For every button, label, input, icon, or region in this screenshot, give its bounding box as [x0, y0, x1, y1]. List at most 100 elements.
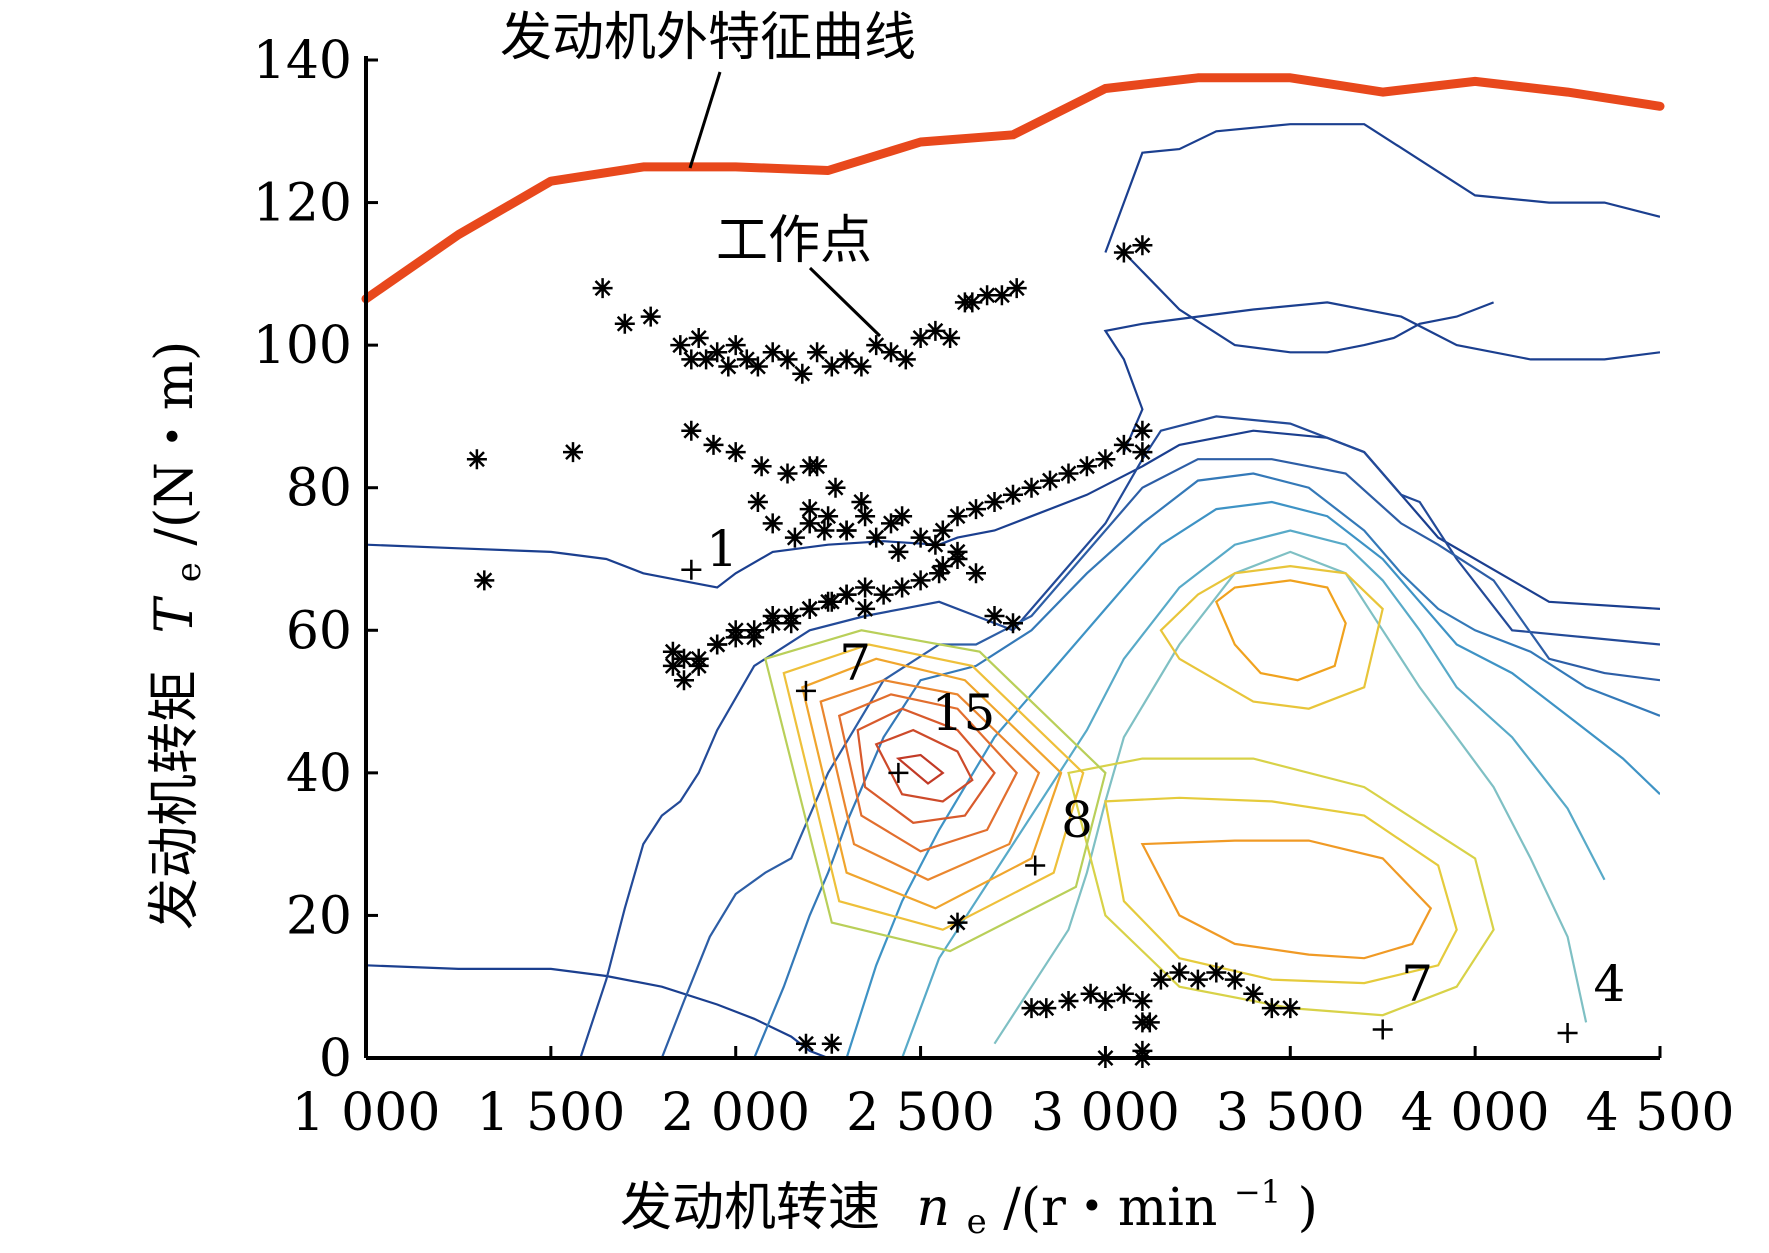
working-point-star [966, 499, 986, 520]
working-point [836, 520, 857, 541]
working-point [1058, 463, 1079, 484]
working-point-star [910, 527, 931, 548]
working-point-star [1080, 983, 1101, 1004]
working-point [1058, 991, 1079, 1011]
working-point [707, 634, 728, 655]
working-point [947, 541, 968, 562]
working-point [821, 1033, 842, 1054]
working-point [991, 285, 1012, 306]
working-point [736, 349, 757, 370]
working-point [670, 335, 691, 356]
working-point-star [910, 570, 931, 591]
working-point [681, 349, 702, 370]
contour-label-marker [795, 680, 816, 701]
working-point-star [895, 349, 916, 370]
working-point [592, 278, 613, 299]
working-point-star [855, 506, 876, 527]
working-point [1169, 962, 1190, 983]
working-point [688, 655, 709, 676]
working-point [696, 349, 717, 370]
working-point-star [855, 577, 876, 598]
working-point [888, 541, 909, 562]
working-point [1224, 969, 1245, 990]
working-point [1076, 456, 1097, 477]
working-point [688, 328, 709, 348]
contour-label-marker [1025, 855, 1046, 876]
working-point [966, 563, 986, 584]
working-point-star [807, 456, 828, 477]
working-point-star [799, 499, 820, 520]
working-point [1206, 962, 1227, 983]
working-point [781, 613, 802, 634]
working-point-star [1243, 983, 1264, 1004]
working-point-star [818, 506, 839, 527]
contour-line-6 [660, 458, 1660, 1058]
working-point-star [707, 634, 728, 655]
working-point [747, 356, 768, 377]
working-point-star [966, 563, 986, 584]
contour-line-10 [993, 550, 1588, 1045]
working-point-star [696, 349, 717, 370]
working-point-star [744, 627, 765, 648]
working-point [1095, 991, 1116, 1011]
working-point [747, 492, 768, 512]
working-point-star [910, 328, 931, 348]
y-tick-label: 60 [286, 601, 352, 661]
working-point [614, 313, 635, 334]
working-point [799, 513, 820, 534]
external-characteristic-curve [361, 73, 1665, 304]
working-point [1132, 442, 1153, 463]
working-point-star [1261, 998, 1282, 1019]
working-point [1095, 449, 1116, 470]
working-point-star [1021, 477, 1042, 498]
working-point-star [762, 606, 783, 626]
working-point [1113, 983, 1134, 1004]
x-tick-label: 2 500 [846, 1083, 995, 1143]
working-point [725, 620, 746, 641]
working-point [895, 349, 916, 370]
working-point-star [670, 335, 691, 356]
working-point-star [1040, 470, 1060, 491]
working-point-star [688, 655, 709, 676]
contour-island-1 [1159, 564, 1384, 710]
working-point [1080, 983, 1101, 1004]
working-point [466, 449, 487, 470]
working-point [703, 434, 724, 455]
working-point [947, 506, 968, 527]
working-point-star [947, 506, 968, 527]
x-axis-title-unit: /(r・min [1003, 1178, 1217, 1238]
working-point-star [725, 442, 746, 463]
y-axis-title-sub: e [169, 562, 209, 582]
working-point-star [925, 534, 946, 555]
y-tick-label: 80 [286, 459, 352, 519]
working-point [1139, 1012, 1160, 1033]
working-point [563, 442, 583, 463]
working-point [966, 499, 986, 520]
points-annotation-leader [808, 266, 882, 338]
working-point-star [563, 442, 583, 463]
x-tick-label: 1 500 [476, 1083, 625, 1143]
working-point [762, 513, 783, 534]
x-axis-title-unit-close: ) [1298, 1178, 1318, 1238]
working-point [796, 1033, 816, 1054]
working-point-star [851, 356, 872, 377]
y-tick-label: 100 [253, 316, 352, 376]
working-point-star [707, 342, 728, 363]
working-point [984, 606, 1005, 626]
working-point [674, 648, 694, 669]
y-tick-label: 120 [253, 174, 352, 234]
working-point [807, 342, 828, 363]
working-point-star [592, 278, 613, 299]
working-point-star [747, 492, 768, 512]
y-axis-title: 发动机转矩 T e /(N・m) [145, 341, 213, 930]
working-point [855, 577, 876, 598]
working-point-star [640, 306, 661, 327]
working-point [807, 456, 828, 477]
working-point-star [1113, 434, 1134, 455]
x-axis-title-unit-sup: −1 [1234, 1173, 1281, 1211]
working-point [855, 598, 876, 619]
x-axis-title-sub: e [967, 1202, 987, 1242]
curve-annotation-label: 发动机外特征曲线 [500, 8, 916, 68]
